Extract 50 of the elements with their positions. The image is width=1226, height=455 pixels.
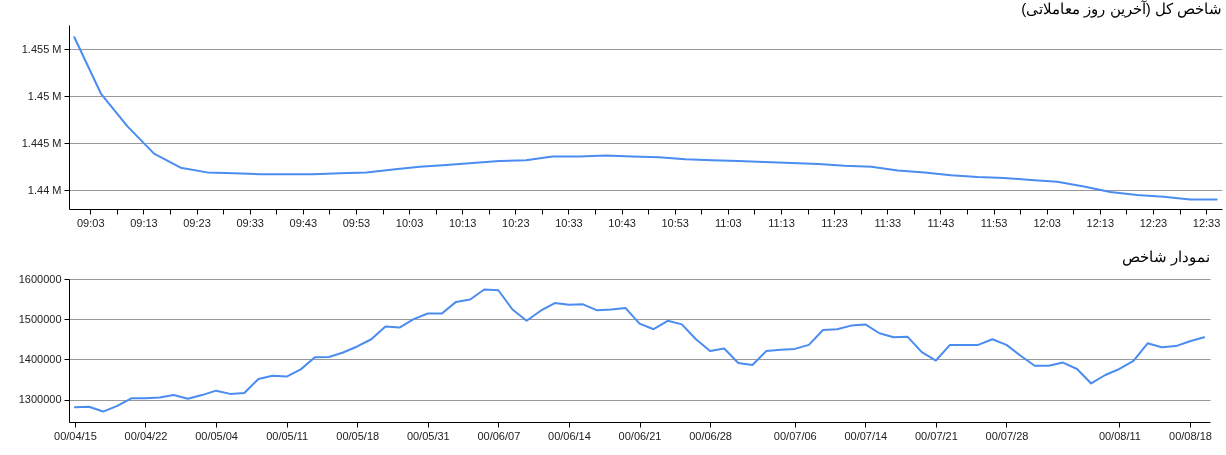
y-tick-label: 1600000: [18, 272, 62, 285]
x-tick-label: 00/06/21: [618, 429, 662, 442]
x-tick-label: 10:43: [608, 216, 636, 229]
x-tick-label: 10:13: [448, 216, 477, 229]
x-tick-label: 11:33: [874, 216, 902, 229]
x-tick-label: 00/04/22: [124, 429, 168, 442]
x-tick-label: 00/05/04: [195, 429, 238, 442]
x-tick-label: 09:03: [77, 216, 105, 229]
x-tick-label: 09:43: [289, 216, 318, 229]
x-tick-label: 00/05/18: [336, 429, 380, 442]
x-tick-label: 10:53: [661, 216, 689, 229]
line-series: [73, 288, 1206, 413]
y-tick-label: 1400000: [18, 352, 62, 365]
x-tick-label: 11:53: [980, 216, 1008, 229]
y-tick-label: 1300000: [18, 393, 62, 406]
x-tick-label: 12:13: [1086, 216, 1115, 229]
x-tick-label: 11:03: [715, 216, 742, 229]
x-tick-label: 00/05/11: [266, 429, 309, 442]
x-tick-label: 12:33: [1192, 216, 1221, 229]
y-tick-label: 1.455 M: [21, 42, 62, 55]
x-tick-label: 00/07/28: [985, 429, 1029, 442]
x-tick-label: 00/08/18: [1169, 429, 1212, 442]
x-tick-label: 11:13: [768, 216, 795, 229]
x-tick-label: 00/06/07: [477, 429, 521, 442]
x-tick-label: 00/07/06: [773, 429, 817, 442]
chart-title: نمودار شاخص: [1121, 248, 1210, 266]
y-tick-label: 1500000: [18, 312, 62, 325]
x-tick-label: 00/07/21: [914, 429, 958, 442]
x-tick-label: 00/08/11: [1098, 429, 1141, 442]
x-tick-label: 10:23: [502, 216, 530, 229]
x-tick-label: 09:53: [342, 216, 371, 229]
chart-title: شاخص کل (آخرین روز معاملاتی): [1021, 0, 1222, 18]
x-tick-label: 00/04/15: [54, 429, 97, 442]
x-tick-label: 00/06/14: [548, 429, 591, 442]
x-tick-label: 12:23: [1139, 216, 1168, 229]
x-tick-label: 11:43: [927, 216, 955, 229]
y-tick-label: 1.445 M: [21, 136, 62, 149]
x-tick-label: 10:33: [555, 216, 583, 229]
y-tick-label: 1.44 M: [27, 183, 62, 196]
x-tick-label: 12:03: [1033, 216, 1061, 229]
y-tick-label: 1.45 M: [27, 89, 62, 102]
line-series: [73, 36, 1218, 201]
x-tick-label: 10:03: [395, 216, 424, 229]
x-tick-label: 00/06/28: [689, 429, 732, 442]
x-tick-label: 09:23: [183, 216, 211, 229]
x-tick-label: 09:13: [130, 216, 158, 229]
x-tick-label: 00/07/14: [844, 429, 888, 442]
x-tick-label: 11:23: [821, 216, 848, 229]
x-tick-label: 00/05/31: [406, 429, 450, 442]
x-tick-label: 09:33: [236, 216, 264, 229]
